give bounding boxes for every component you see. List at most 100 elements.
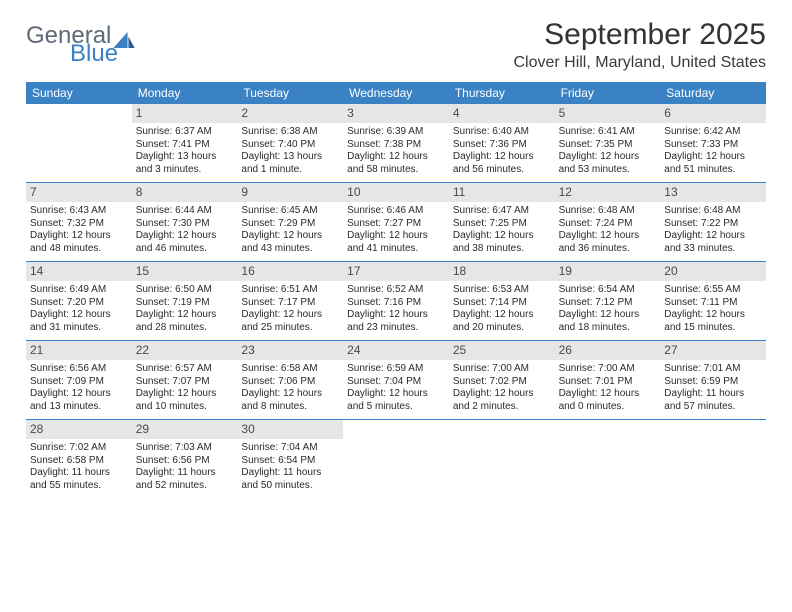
calendar-document: GeneralBlue September 2025 Clover Hill, … <box>0 0 792 516</box>
sunrise-text: Sunrise: 6:50 AM <box>136 284 234 297</box>
daylight-text-2: and 31 minutes. <box>30 322 128 335</box>
sunrise-text: Sunrise: 6:43 AM <box>30 205 128 218</box>
sunset-text: Sunset: 7:01 PM <box>559 376 657 389</box>
sunrise-text: Sunrise: 6:55 AM <box>664 284 762 297</box>
day-number: 11 <box>449 183 555 202</box>
sunset-text: Sunset: 7:19 PM <box>136 297 234 310</box>
day-number: 10 <box>343 183 449 202</box>
day-cell: 24Sunrise: 6:59 AMSunset: 7:04 PMDayligh… <box>343 341 449 419</box>
day-cell: 21Sunrise: 6:56 AMSunset: 7:09 PMDayligh… <box>26 341 132 419</box>
daylight-text: Daylight: 12 hours <box>241 388 339 401</box>
day-cell: 5Sunrise: 6:41 AMSunset: 7:35 PMDaylight… <box>555 104 661 182</box>
sunrise-text: Sunrise: 6:46 AM <box>347 205 445 218</box>
day-number: 9 <box>237 183 343 202</box>
daylight-text: Daylight: 12 hours <box>30 388 128 401</box>
sunset-text: Sunset: 7:14 PM <box>453 297 551 310</box>
day-cell: 19Sunrise: 6:54 AMSunset: 7:12 PMDayligh… <box>555 262 661 340</box>
day-number: 18 <box>449 262 555 281</box>
day-number: 7 <box>26 183 132 202</box>
sunrise-text: Sunrise: 6:41 AM <box>559 126 657 139</box>
sunset-text: Sunset: 7:41 PM <box>136 139 234 152</box>
dow-saturday: Saturday <box>660 82 766 104</box>
sunrise-text: Sunrise: 6:38 AM <box>241 126 339 139</box>
daylight-text-2: and 10 minutes. <box>136 401 234 414</box>
day-cell: 28Sunrise: 7:02 AMSunset: 6:58 PMDayligh… <box>26 420 132 498</box>
daylight-text: Daylight: 12 hours <box>664 151 762 164</box>
dow-friday: Friday <box>555 82 661 104</box>
day-cell: 4Sunrise: 6:40 AMSunset: 7:36 PMDaylight… <box>449 104 555 182</box>
logo-word-2: Blue <box>70 42 135 66</box>
daylight-text-2: and 25 minutes. <box>241 322 339 335</box>
day-number: 20 <box>660 262 766 281</box>
sunrise-text: Sunrise: 6:42 AM <box>664 126 762 139</box>
day-cell: 17Sunrise: 6:52 AMSunset: 7:16 PMDayligh… <box>343 262 449 340</box>
daylight-text: Daylight: 13 hours <box>241 151 339 164</box>
sunset-text: Sunset: 7:24 PM <box>559 218 657 231</box>
month-year-title: September 2025 <box>513 18 766 52</box>
sunrise-text: Sunrise: 6:54 AM <box>559 284 657 297</box>
daylight-text: Daylight: 12 hours <box>453 230 551 243</box>
day-number: 19 <box>555 262 661 281</box>
daylight-text-2: and 15 minutes. <box>664 322 762 335</box>
day-cell: 3Sunrise: 6:39 AMSunset: 7:38 PMDaylight… <box>343 104 449 182</box>
week-row: 7Sunrise: 6:43 AMSunset: 7:32 PMDaylight… <box>26 182 766 261</box>
dow-monday: Monday <box>132 82 238 104</box>
sunrise-text: Sunrise: 6:48 AM <box>664 205 762 218</box>
day-number: 27 <box>660 341 766 360</box>
daylight-text: Daylight: 12 hours <box>559 309 657 322</box>
daylight-text: Daylight: 12 hours <box>559 151 657 164</box>
day-number: 1 <box>132 104 238 123</box>
sunset-text: Sunset: 7:04 PM <box>347 376 445 389</box>
daylight-text-2: and 33 minutes. <box>664 243 762 256</box>
day-number: 13 <box>660 183 766 202</box>
day-number: 23 <box>237 341 343 360</box>
daylight-text: Daylight: 12 hours <box>664 230 762 243</box>
daylight-text: Daylight: 12 hours <box>241 309 339 322</box>
day-cell: 2Sunrise: 6:38 AMSunset: 7:40 PMDaylight… <box>237 104 343 182</box>
sunrise-text: Sunrise: 7:00 AM <box>453 363 551 376</box>
day-cell: 20Sunrise: 6:55 AMSunset: 7:11 PMDayligh… <box>660 262 766 340</box>
sunrise-text: Sunrise: 7:01 AM <box>664 363 762 376</box>
sunset-text: Sunset: 7:11 PM <box>664 297 762 310</box>
sunset-text: Sunset: 7:20 PM <box>30 297 128 310</box>
location-subtitle: Clover Hill, Maryland, United States <box>513 54 766 72</box>
daylight-text: Daylight: 12 hours <box>347 388 445 401</box>
day-cell: 6 Sunrise: 6:42 AMSunset: 7:33 PMDaylight… <box>660 104 766 182</box>
daylight-text-2: and 18 minutes. <box>559 322 657 335</box>
sunset-text: Sunset: 7:33 PM <box>664 139 762 152</box>
week-row: 14Sunrise: 6:49 AMSunset: 7:20 PMDayligh… <box>26 261 766 340</box>
daylight-text: Daylight: 11 hours <box>30 467 128 480</box>
sunset-text: Sunset: 6:59 PM <box>664 376 762 389</box>
sunset-text: Sunset: 7:16 PM <box>347 297 445 310</box>
daylight-text-2: and 5 minutes. <box>347 401 445 414</box>
logo: GeneralBlue <box>26 18 135 66</box>
day-cell: 30Sunrise: 7:04 AMSunset: 6:54 PMDayligh… <box>237 420 343 498</box>
sunrise-text: Sunrise: 6:48 AM <box>559 205 657 218</box>
daylight-text: Daylight: 12 hours <box>136 388 234 401</box>
sunset-text: Sunset: 6:54 PM <box>241 455 339 468</box>
day-cell: 1Sunrise: 6:37 AMSunset: 7:41 PMDaylight… <box>132 104 238 182</box>
header: GeneralBlue September 2025 Clover Hill, … <box>26 18 766 72</box>
sunset-text: Sunset: 7:29 PM <box>241 218 339 231</box>
daylight-text: Daylight: 12 hours <box>136 230 234 243</box>
sunset-text: Sunset: 7:27 PM <box>347 218 445 231</box>
daylight-text-2: and 36 minutes. <box>559 243 657 256</box>
daylight-text-2: and 23 minutes. <box>347 322 445 335</box>
calendar-grid: Sunday Monday Tuesday Wednesday Thursday… <box>26 82 766 498</box>
day-cell: 18Sunrise: 6:53 AMSunset: 7:14 PMDayligh… <box>449 262 555 340</box>
day-cell: 8Sunrise: 6:44 AMSunset: 7:30 PMDaylight… <box>132 183 238 261</box>
day-cell-empty <box>26 104 132 182</box>
sunrise-text: Sunrise: 6:53 AM <box>453 284 551 297</box>
daylight-text: Daylight: 12 hours <box>453 388 551 401</box>
day-cell: 13Sunrise: 6:48 AMSunset: 7:22 PMDayligh… <box>660 183 766 261</box>
daylight-text-2: and 28 minutes. <box>136 322 234 335</box>
day-number: 6 <box>660 104 766 123</box>
sunset-text: Sunset: 7:38 PM <box>347 139 445 152</box>
daylight-text-2: and 2 minutes. <box>453 401 551 414</box>
daylight-text-2: and 53 minutes. <box>559 164 657 177</box>
daylight-text-2: and 48 minutes. <box>30 243 128 256</box>
daylight-text: Daylight: 12 hours <box>136 309 234 322</box>
daylight-text-2: and 51 minutes. <box>664 164 762 177</box>
sunrise-text: Sunrise: 6:57 AM <box>136 363 234 376</box>
sunrise-text: Sunrise: 6:59 AM <box>347 363 445 376</box>
